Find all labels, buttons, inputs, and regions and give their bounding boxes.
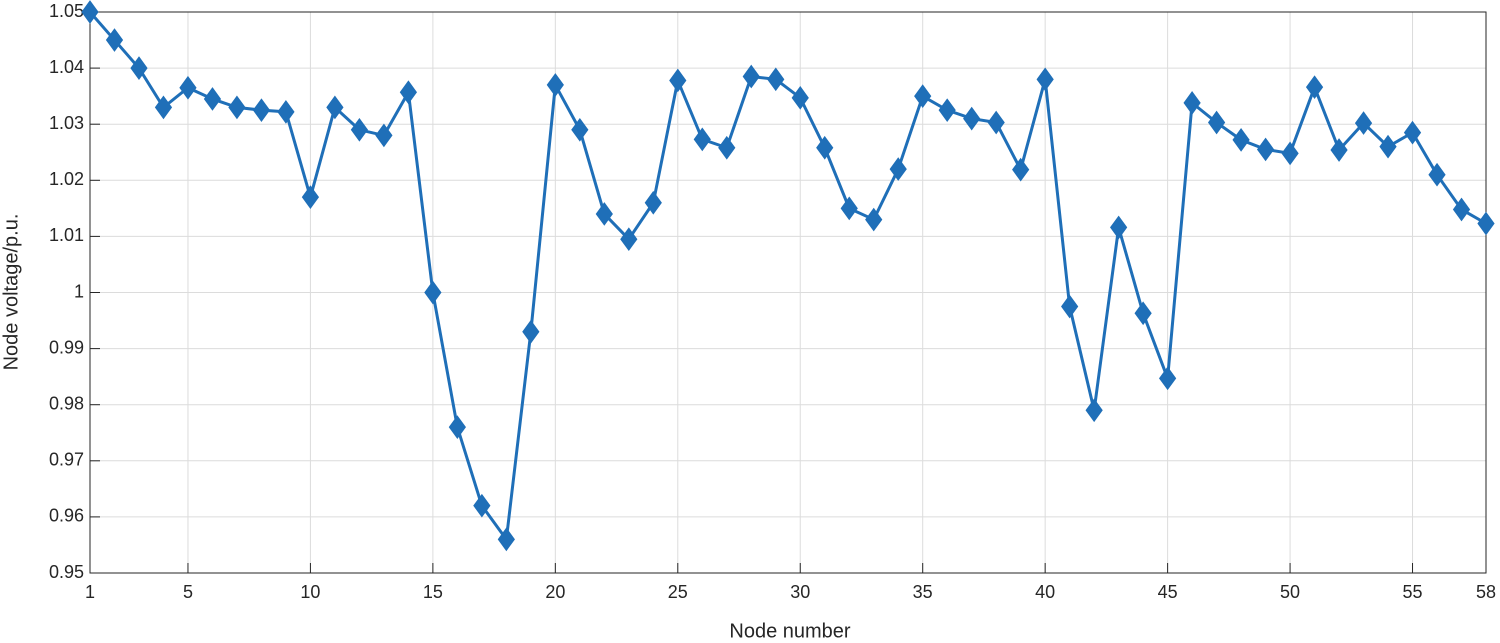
data-marker <box>1110 215 1128 240</box>
data-marker <box>1061 294 1079 319</box>
x-tick-label: 1 <box>85 582 95 602</box>
data-marker <box>1354 111 1373 135</box>
y-tick-label: 0.95 <box>49 562 84 582</box>
data-marker <box>473 493 491 518</box>
data-marker <box>1379 134 1397 159</box>
data-marker <box>1281 141 1299 166</box>
data-marker <box>522 319 540 344</box>
x-tick-label: 58 <box>1476 582 1496 602</box>
data-marker <box>301 185 320 209</box>
data-marker <box>742 64 760 89</box>
y-tick-label: 0.98 <box>49 393 84 413</box>
data-marker <box>277 100 295 124</box>
data-marker <box>644 190 662 215</box>
data-marker <box>399 80 418 105</box>
data-marker <box>1477 211 1495 236</box>
x-tick-label: 20 <box>545 582 565 602</box>
data-marker <box>1428 162 1446 187</box>
data-marker <box>497 527 515 552</box>
data-marker <box>179 75 197 100</box>
data-marker <box>791 85 809 110</box>
data-marker <box>130 56 148 80</box>
x-tick-label: 35 <box>913 582 933 602</box>
data-marker <box>105 28 124 52</box>
data-marker <box>620 227 638 252</box>
x-tick-label: 50 <box>1280 582 1300 602</box>
data-marker <box>228 95 246 120</box>
data-marker <box>1158 366 1177 391</box>
plot-frame <box>89 11 1487 574</box>
x-tick-label: 30 <box>790 582 810 602</box>
data-marker <box>1207 110 1226 135</box>
data-marker <box>81 0 99 24</box>
x-tick-label: 5 <box>183 582 193 602</box>
y-tick-label: 1.05 <box>49 1 84 21</box>
data-marker <box>669 68 687 93</box>
data-marker <box>154 95 173 120</box>
data-marker <box>1085 398 1103 423</box>
data-marker <box>1256 137 1275 162</box>
data-marker <box>595 202 613 226</box>
data-marker <box>424 280 442 305</box>
data-marker <box>448 415 466 439</box>
y-tick-label: 1 <box>74 281 84 301</box>
x-tick-label: 15 <box>423 582 443 602</box>
x-tick-label: 40 <box>1035 582 1055 602</box>
data-marker <box>1330 138 1348 162</box>
y-tick-label: 1.02 <box>49 169 84 189</box>
y-tick-label: 0.97 <box>49 450 84 470</box>
data-marker <box>1403 120 1422 145</box>
x-tick-label: 10 <box>300 582 320 602</box>
data-marker <box>718 135 736 160</box>
data-marker <box>1183 91 1201 115</box>
y-tick-label: 0.99 <box>49 337 84 357</box>
data-marker <box>1036 67 1054 92</box>
y-tick-label: 0.96 <box>49 506 84 526</box>
data-marker <box>938 98 956 123</box>
y-tick-label: 1.01 <box>49 225 84 245</box>
data-marker <box>1305 75 1324 100</box>
data-marker <box>963 106 981 131</box>
x-axis-label: Node number <box>729 620 851 642</box>
data-marker <box>840 196 858 221</box>
data-marker <box>375 123 393 148</box>
data-marker <box>1232 128 1250 152</box>
x-tick-label: 55 <box>1403 582 1423 602</box>
data-marker <box>1012 157 1030 182</box>
data-marker <box>252 98 271 123</box>
data-marker <box>767 67 785 92</box>
x-tick-label: 25 <box>668 582 688 602</box>
data-marker <box>571 117 589 142</box>
y-tick-label: 1.03 <box>49 113 84 133</box>
data-marker <box>546 73 564 97</box>
data-marker <box>203 87 222 111</box>
data-marker <box>987 110 1005 135</box>
data-line <box>88 11 1487 544</box>
data-marker <box>889 157 907 181</box>
data-marker <box>1134 301 1152 326</box>
data-marker <box>816 135 834 160</box>
y-axis-label: Node voltage/p.u. <box>0 214 22 371</box>
data-marker <box>865 207 883 232</box>
data-marker <box>326 95 344 120</box>
data-marker <box>914 84 932 109</box>
x-tick-label: 45 <box>1158 582 1178 602</box>
data-marker <box>350 117 369 142</box>
data-marker <box>1452 197 1471 222</box>
data-marker <box>693 127 711 152</box>
y-tick-label: 1.04 <box>49 57 84 77</box>
